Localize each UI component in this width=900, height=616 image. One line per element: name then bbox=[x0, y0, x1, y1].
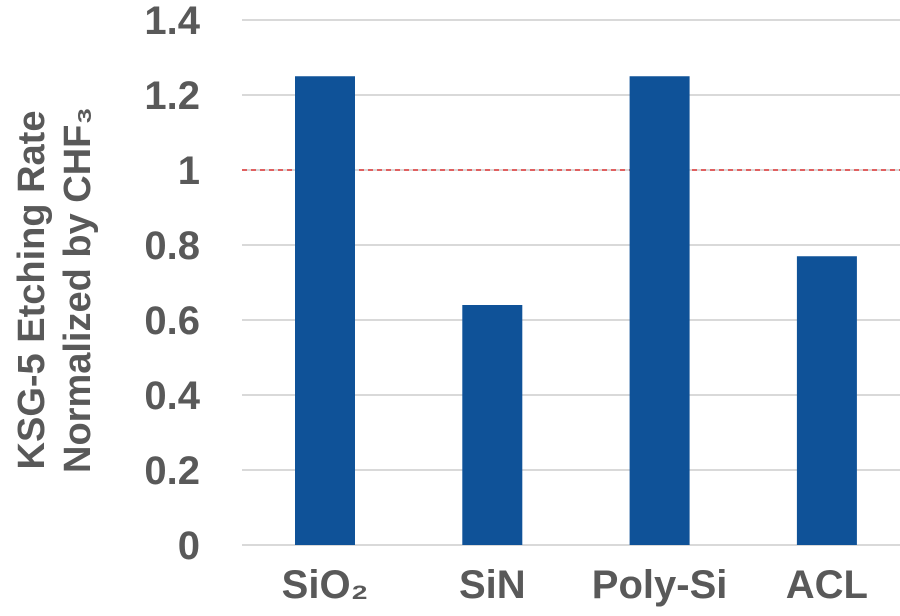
y-axis-title-line-2: Normalized by CHF₃ bbox=[57, 107, 99, 473]
x-tick-label: ACL bbox=[786, 563, 868, 607]
bar bbox=[629, 76, 690, 545]
y-tick-label: 0.2 bbox=[144, 449, 200, 493]
y-tick-label: 1 bbox=[178, 149, 200, 193]
y-axis-title-line-1: KSG-5 Etching Rate bbox=[11, 111, 53, 470]
bar bbox=[796, 256, 857, 545]
y-tick-labels: 0 0.2 0.4 0.6 0.8 1 1.2 1.4 bbox=[144, 0, 200, 568]
x-tick-labels: SiO₂ SiN Poly-Si ACL bbox=[282, 563, 868, 607]
y-tick-label: 0 bbox=[178, 524, 200, 568]
bar bbox=[462, 305, 523, 545]
bars bbox=[295, 76, 857, 545]
y-tick-label: 0.4 bbox=[144, 374, 200, 418]
y-tick-label: 1.2 bbox=[144, 74, 200, 118]
y-axis-title: KSG-5 Etching Rate Normalized by CHF₃ bbox=[11, 107, 99, 473]
bar bbox=[295, 76, 355, 545]
x-tick-label: SiO₂ bbox=[282, 563, 369, 607]
x-tick-label: SiN bbox=[459, 563, 526, 607]
y-tick-label: 0.8 bbox=[144, 224, 200, 268]
y-tick-label: 0.6 bbox=[144, 299, 200, 343]
y-tick-label: 1.4 bbox=[144, 0, 200, 43]
x-tick-label: Poly-Si bbox=[592, 563, 728, 607]
